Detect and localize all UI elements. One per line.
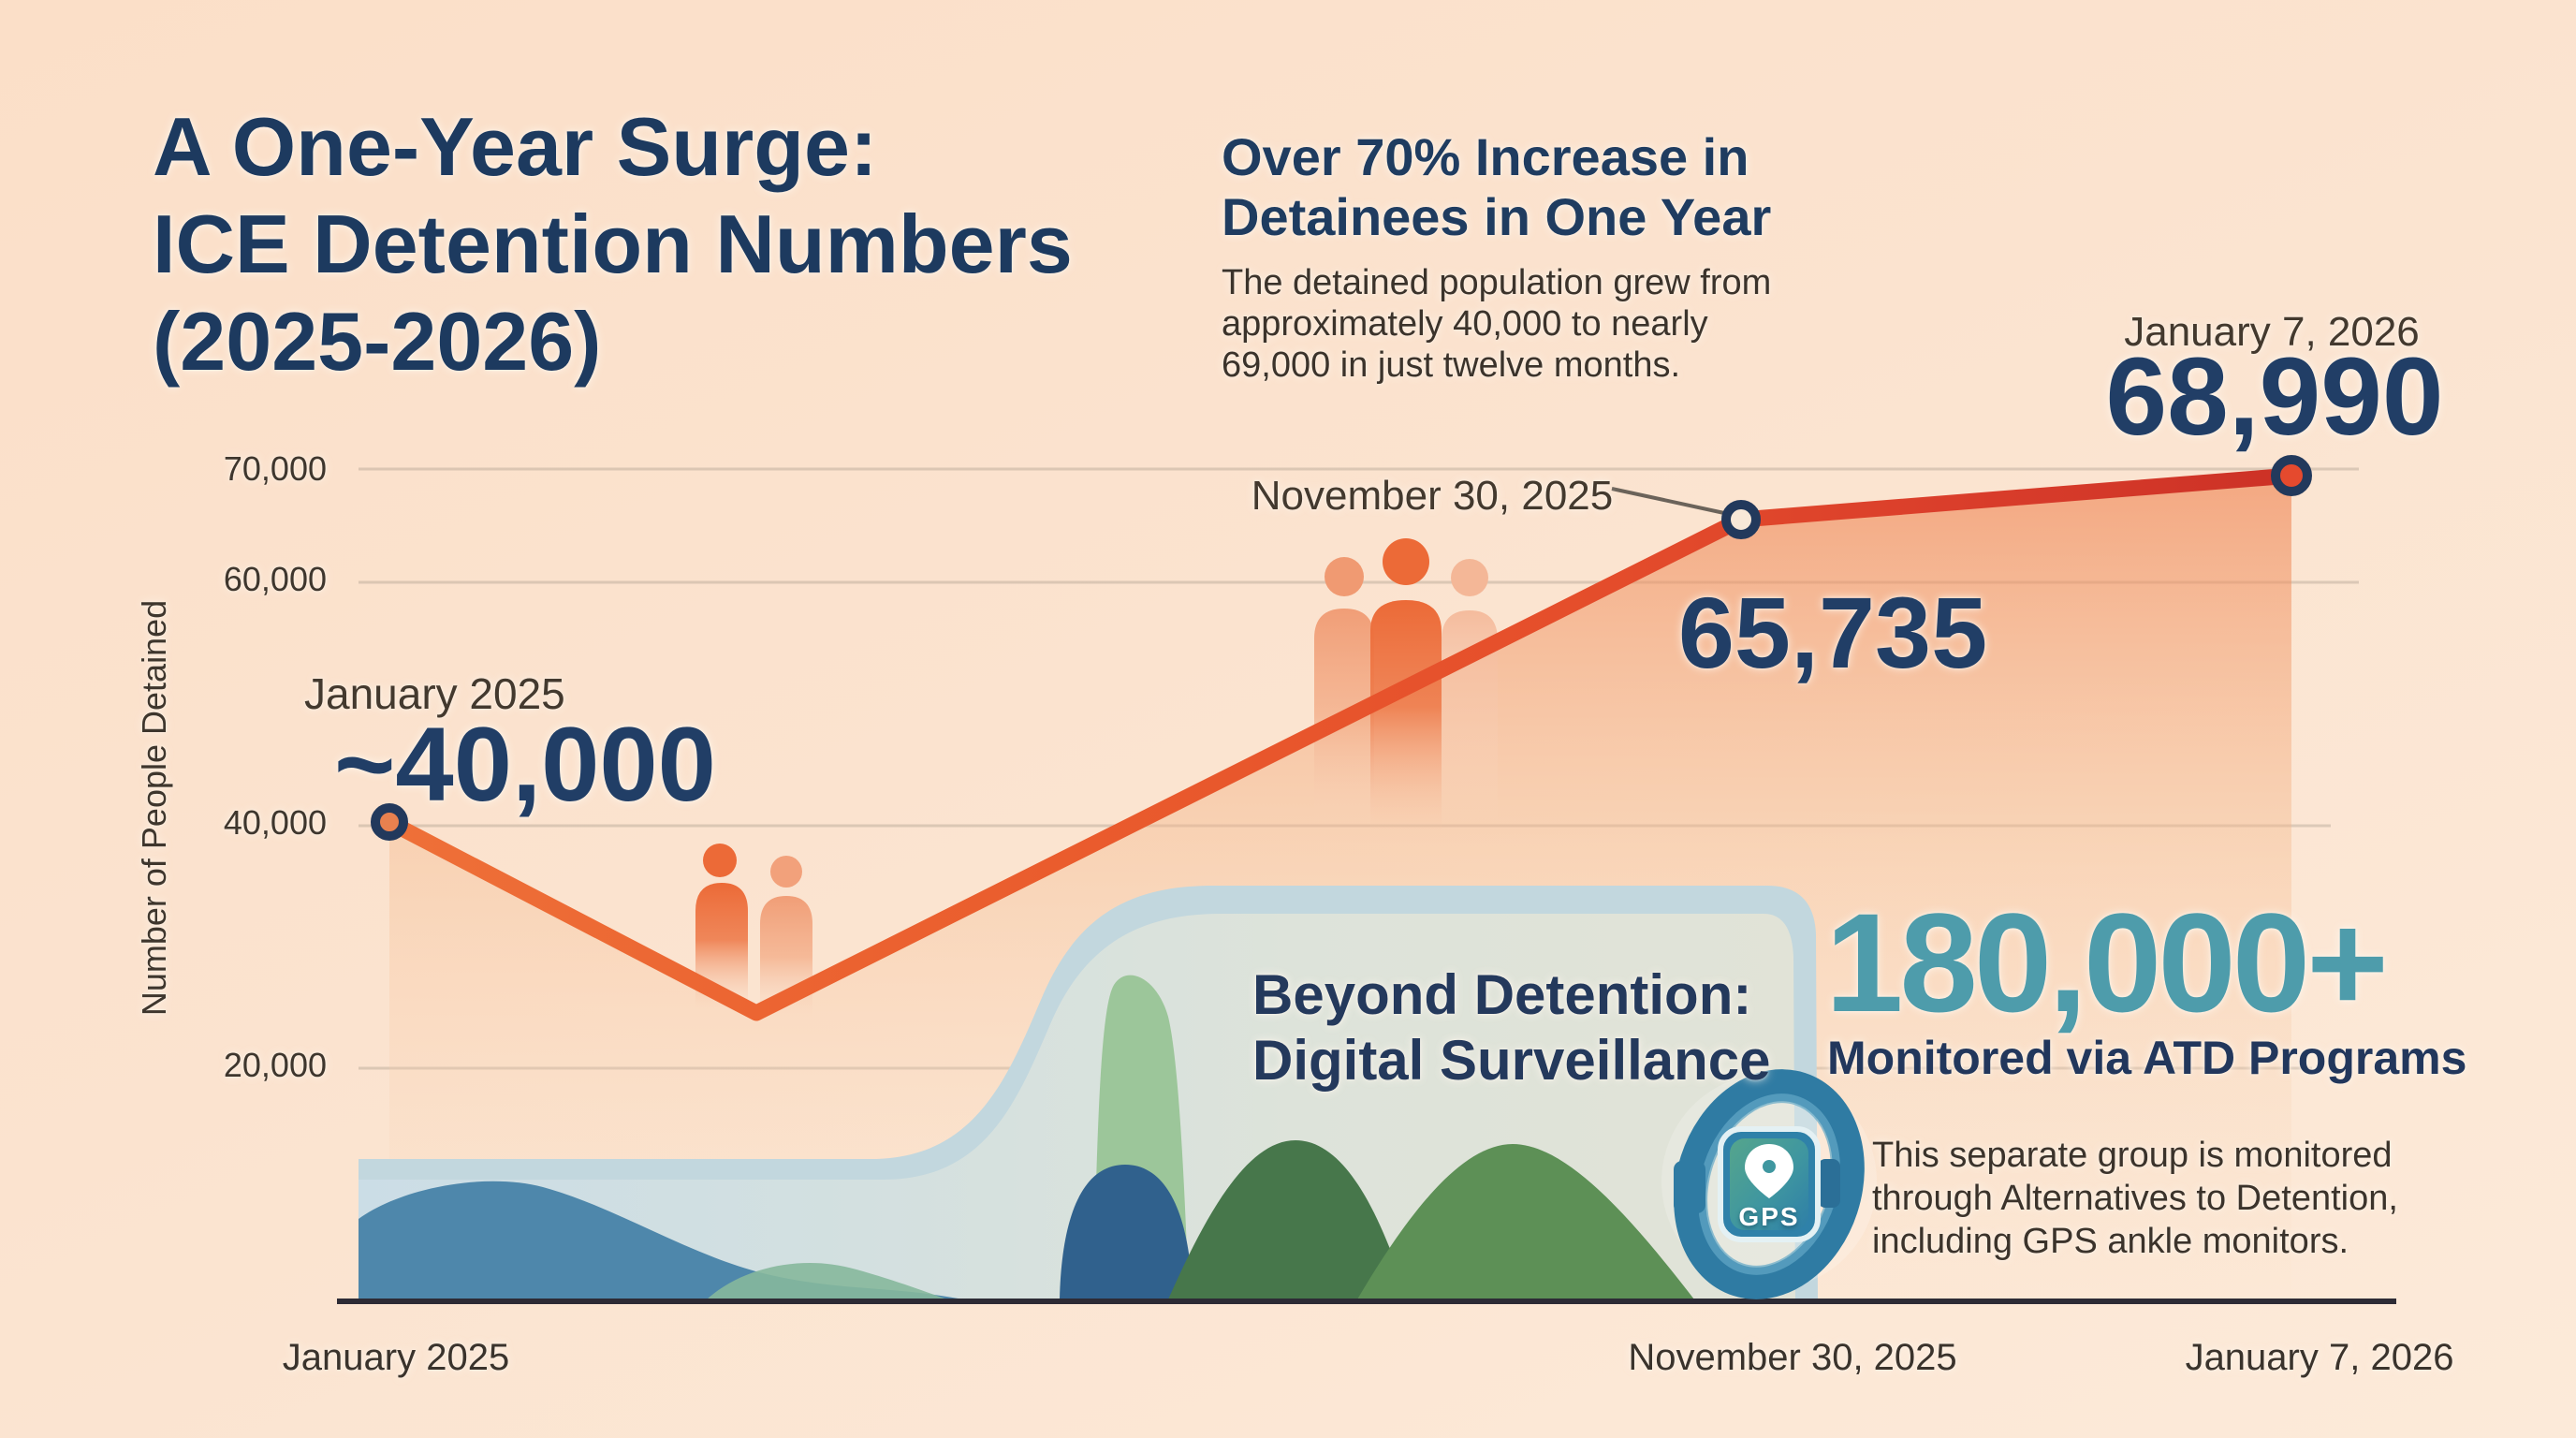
- summary-body-line3: 69,000 in just twelve months.: [1222, 345, 1681, 385]
- atd-description: This separate group is monitored through…: [1872, 1134, 2398, 1263]
- person-icon: [1442, 559, 1498, 822]
- hill-medium-green: [1357, 1144, 1694, 1299]
- atd-heading-line1: Beyond Detention:: [1252, 963, 1752, 1026]
- y-tick-60000: 60,000: [223, 560, 327, 598]
- atd-description-line1: This separate group is monitored: [1872, 1136, 2393, 1175]
- annotation-jan-2025-date: January 2025: [304, 669, 565, 718]
- annotation-nov-2025-date: November 30, 2025: [1251, 473, 1614, 519]
- atd-description-line2: through Alternatives to Detention,: [1872, 1179, 2398, 1218]
- page-title-line2: ICE Detention Numbers: [153, 198, 1073, 290]
- annotation-jan-2026-value: 68,990: [2105, 335, 2444, 459]
- gps-watch-label: GPS: [1738, 1202, 1800, 1231]
- y-tick-70000: 70,000: [223, 449, 327, 488]
- blue-blob: [1060, 1165, 1193, 1299]
- wave-teal-bump: [707, 1263, 947, 1299]
- summary-body: The detained population grew from approx…: [1222, 262, 1771, 386]
- summary-heading-line1: Over 70% Increase in: [1222, 127, 1749, 186]
- x-label-november-30-2025: November 30, 2025: [1628, 1337, 1957, 1378]
- leader-line: [1611, 487, 1725, 515]
- hill-dark-green: [1168, 1140, 1408, 1299]
- y-tick-40000: 40,000: [223, 803, 327, 842]
- summary-heading-line2: Detainees in One Year: [1222, 187, 1772, 246]
- atd-description-line3: including GPS ankle monitors.: [1872, 1222, 2349, 1261]
- annotation-jan-2026-date: January 7, 2026: [2124, 309, 2420, 355]
- trend-line: [381, 467, 2300, 1021]
- x-label-january-2025: January 2025: [282, 1337, 510, 1378]
- atd-stat-caption: Monitored via ATD Programs: [1827, 1032, 2467, 1084]
- annotation-jan-2025-value: ~40,000: [334, 706, 716, 823]
- point-jan-2025: [371, 803, 408, 841]
- page-title-line1: A One-Year Surge:: [153, 100, 878, 193]
- point-nov-2025: [1721, 500, 1761, 539]
- atd-stat-value: 180,000+: [1825, 884, 2389, 1041]
- y-axis-title: Number of People Detained: [135, 599, 173, 1017]
- person-icon: [1370, 538, 1442, 838]
- gps-watch-icon: [1661, 1069, 1877, 1299]
- summary-body-line1: The detained population grew from: [1222, 263, 1772, 302]
- person-group-rise: [1314, 538, 1498, 838]
- y-tick-20000: 20,000: [223, 1046, 327, 1084]
- person-icon: [695, 844, 748, 1009]
- x-label-january-7-2026: January 7, 2026: [2185, 1337, 2454, 1378]
- atd-heading-line2: Digital Surveillance: [1252, 1029, 1771, 1092]
- annotation-nov-2025-value: 65,735: [1677, 576, 1988, 689]
- page-title: A One-Year Surge: ICE Detention Numbers …: [153, 98, 1073, 390]
- summary-body-line2: approximately 40,000 to nearly: [1222, 304, 1708, 344]
- atd-heading: Beyond Detention: Digital Surveillance: [1252, 962, 1771, 1093]
- person-icon: [1314, 557, 1374, 824]
- page-title-line3: (2025-2026): [153, 295, 602, 388]
- summary-heading: Over 70% Increase in Detainees in One Ye…: [1222, 127, 1771, 247]
- wave-blue: [359, 1181, 964, 1299]
- point-jan-2026: [2271, 455, 2312, 496]
